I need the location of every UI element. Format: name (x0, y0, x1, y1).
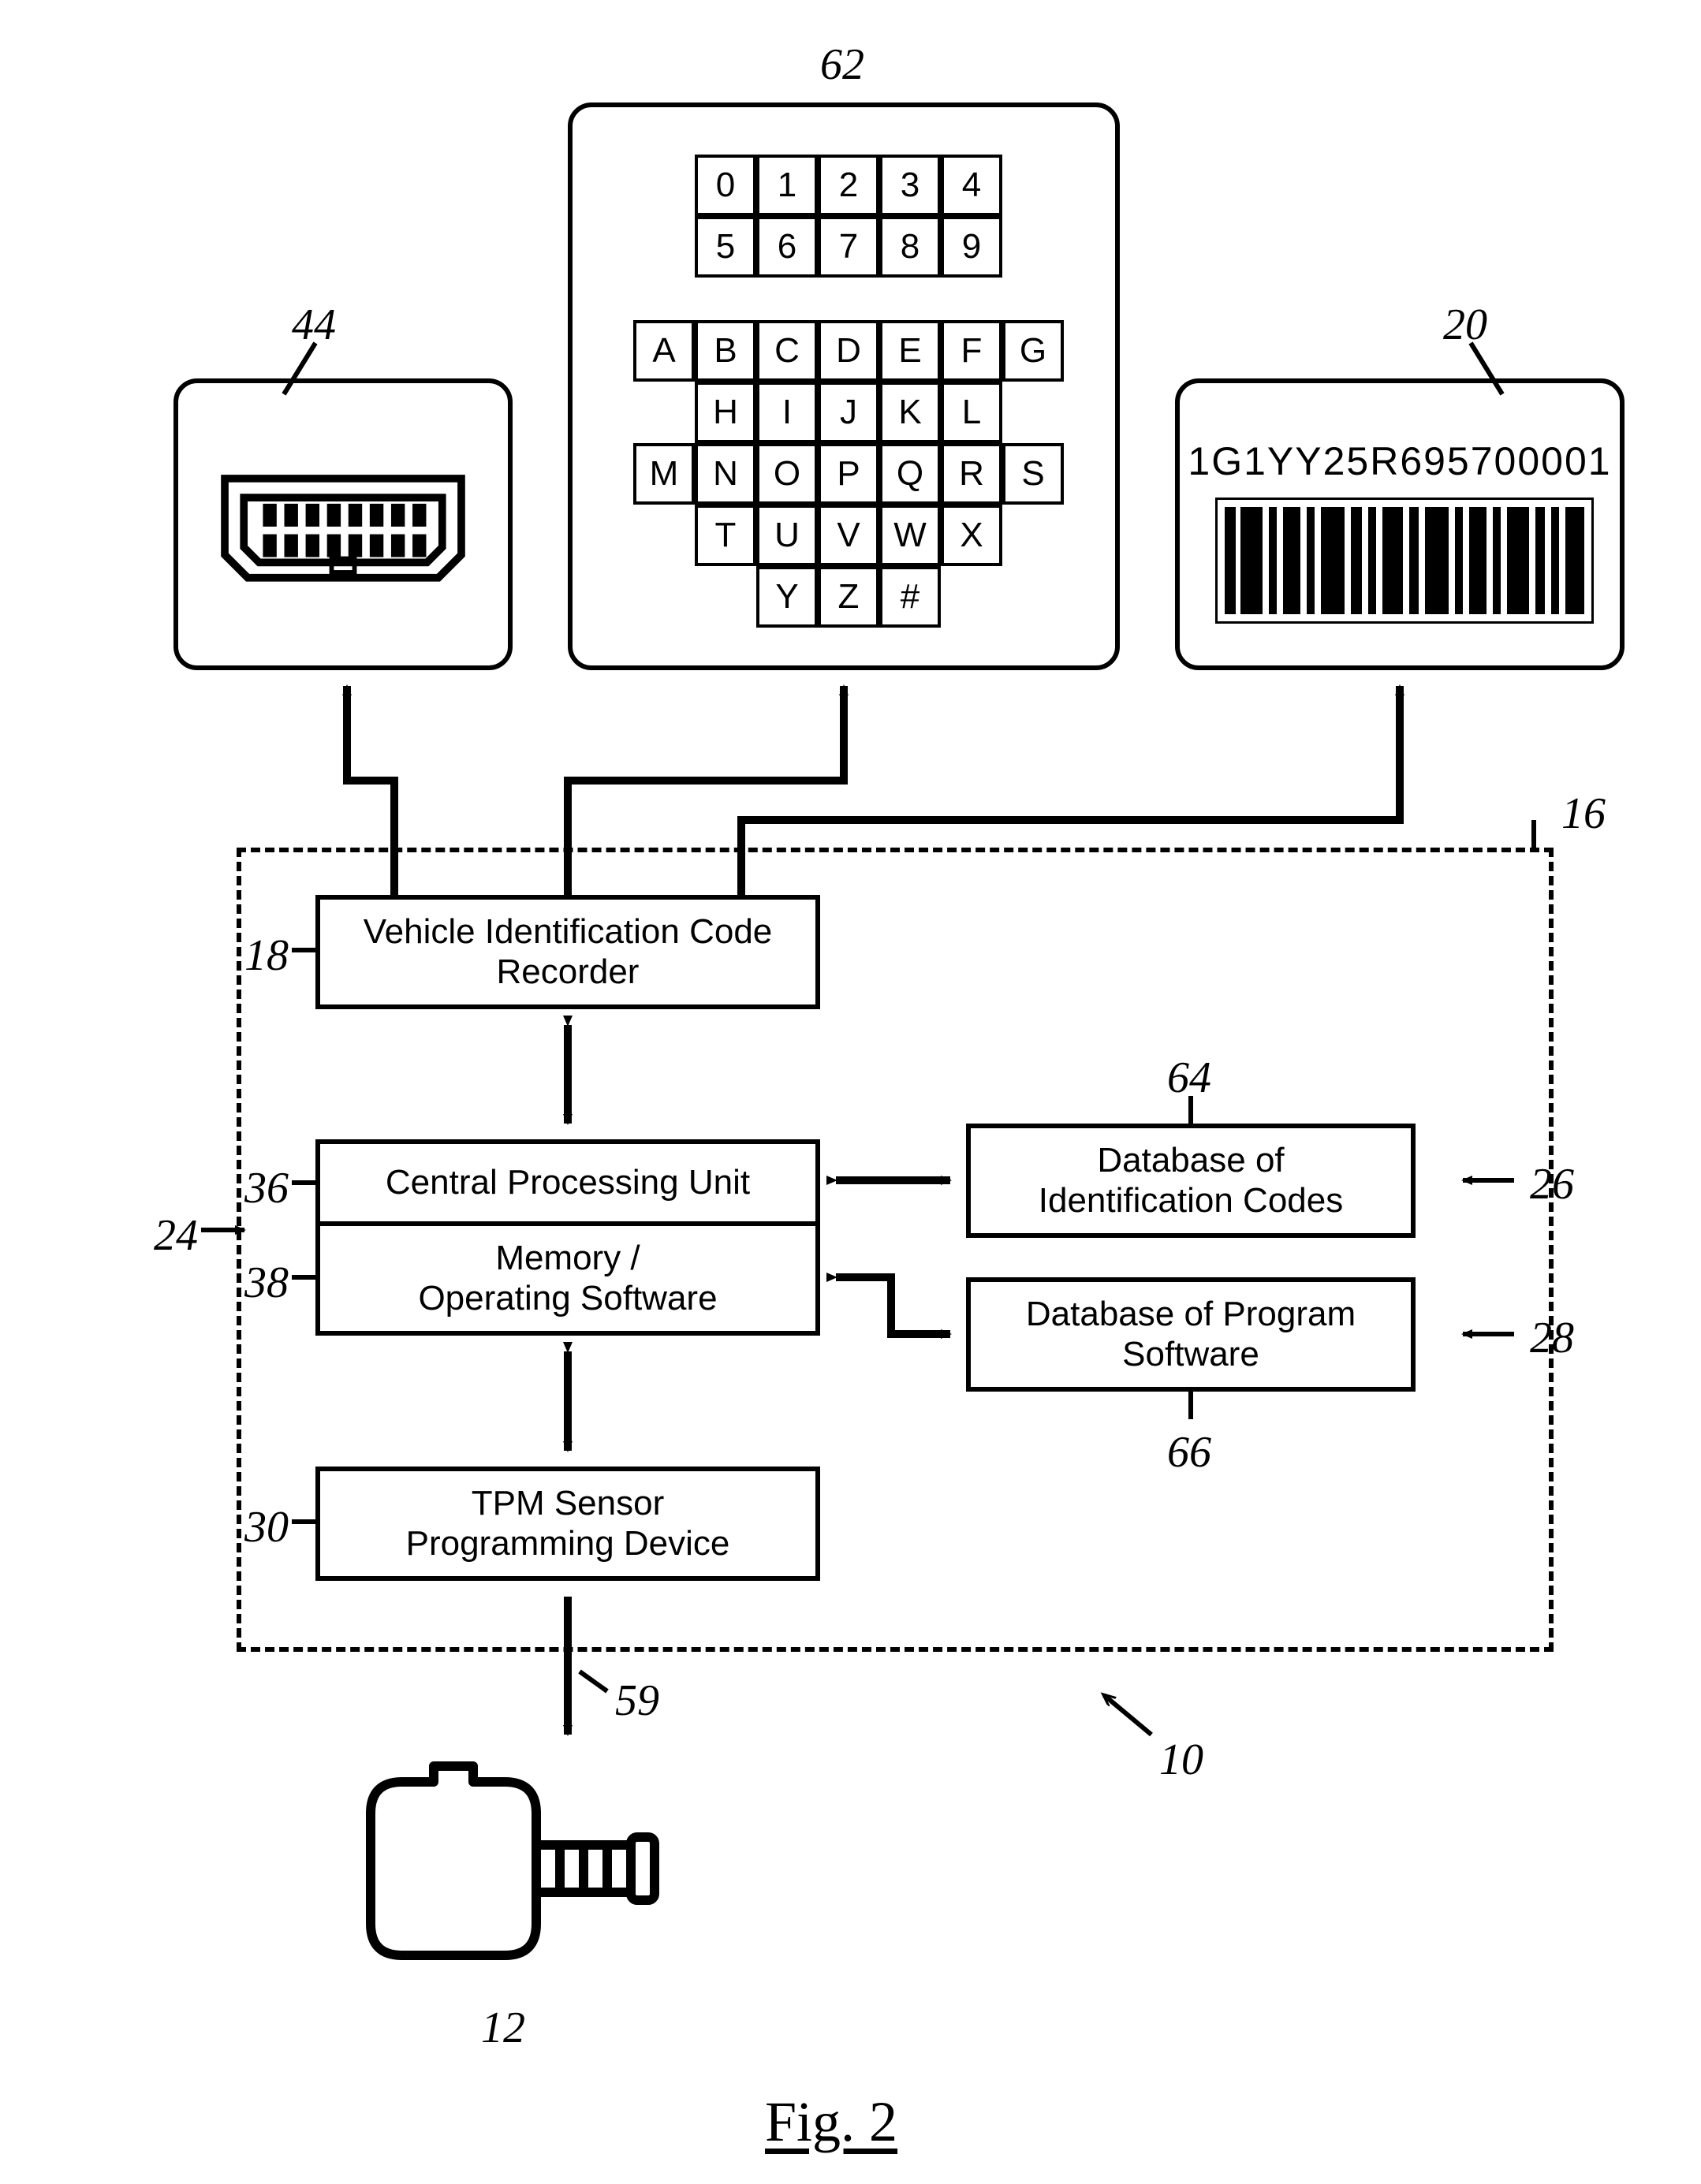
keypad-key-F: F (941, 320, 1002, 382)
keypad-key-2: 2 (818, 155, 879, 216)
figure-label: Fig. 2 (765, 2089, 897, 2155)
keypad-key-S: S (1002, 443, 1064, 505)
diagram-canvas: 0123456789 ABCDEFGHIJKLMNOPQRSTUVWXYZ# 1… (0, 0, 1701, 2184)
keypad-key-K: K (879, 382, 941, 443)
keypad-key-C: C (756, 320, 818, 382)
ref-62: 62 (820, 39, 864, 90)
keypad-digits: 01234 56789 (695, 155, 1002, 278)
keypad-key-T: T (695, 505, 756, 566)
ref-16: 16 (1561, 788, 1606, 839)
obd-connector-box (173, 378, 513, 670)
memory-block: Memory / Operating Software (315, 1221, 820, 1336)
keypad-blank (1002, 505, 1064, 566)
keypad-key-D: D (818, 320, 879, 382)
ref-12: 12 (481, 2003, 525, 2053)
keypad-key-B: B (695, 320, 756, 382)
keypad-blank (695, 566, 756, 628)
obd-connector-icon (178, 383, 508, 665)
tpm-sensor-icon (347, 1758, 686, 1995)
keypad-key-V: V (818, 505, 879, 566)
keypad-key-G: G (1002, 320, 1064, 382)
keypad-key-6: 6 (756, 216, 818, 278)
keypad-key-O: O (756, 443, 818, 505)
cpu-block: Central Processing Unit (315, 1139, 820, 1226)
ref-30: 30 (244, 1502, 289, 1552)
keypad-box: 01234 56789 ABCDEFG HIJKL MNOPQRS TUVWX YZ# (568, 102, 1120, 670)
keypad-key-J: J (818, 382, 879, 443)
keypad-key-I: I (756, 382, 818, 443)
keypad-key-3: 3 (879, 155, 941, 216)
keypad-blank (633, 566, 695, 628)
vic-recorder-block: Vehicle Identification Code Recorder (315, 895, 820, 1009)
db-id-codes-block: Database of Identification Codes (966, 1124, 1416, 1238)
barcode-icon (1215, 498, 1594, 624)
ref-66: 66 (1167, 1427, 1211, 1478)
keypad-key-L: L (941, 382, 1002, 443)
keypad-key-9: 9 (941, 216, 1002, 278)
ref-28: 28 (1530, 1313, 1574, 1363)
ref-36: 36 (244, 1163, 289, 1213)
keypad-key-Y: Y (756, 566, 818, 628)
ref-44: 44 (292, 300, 336, 350)
keypad-key-Q: Q (879, 443, 941, 505)
keypad-key-M: M (633, 443, 695, 505)
ref-24: 24 (154, 1210, 198, 1261)
ref-26: 26 (1530, 1159, 1574, 1209)
ref-10: 10 (1159, 1735, 1203, 1785)
keypad-key-#: # (879, 566, 941, 628)
keypad-key-0: 0 (695, 155, 756, 216)
keypad-blank (1002, 566, 1064, 628)
keypad-key-Z: Z (818, 566, 879, 628)
keypad-key-1: 1 (756, 155, 818, 216)
ref-64: 64 (1167, 1053, 1211, 1103)
ref-59: 59 (615, 1675, 659, 1726)
db-program-software-block: Database of Program Software (966, 1277, 1416, 1392)
vin-text: 1G1YY25R695700001 (1180, 438, 1620, 484)
keypad-key-N: N (695, 443, 756, 505)
keypad-key-W: W (879, 505, 941, 566)
keypad-key-P: P (818, 443, 879, 505)
keypad-key-7: 7 (818, 216, 879, 278)
ref-38: 38 (244, 1258, 289, 1308)
keypad-key-5: 5 (695, 216, 756, 278)
keypad-key-R: R (941, 443, 1002, 505)
keypad-key-8: 8 (879, 216, 941, 278)
ref-20: 20 (1443, 300, 1487, 350)
keypad-blank (633, 505, 695, 566)
vin-barcode-box: 1G1YY25R695700001 (1175, 378, 1625, 670)
keypad-key-E: E (879, 320, 941, 382)
keypad-key-U: U (756, 505, 818, 566)
keypad-blank (633, 382, 695, 443)
ref-18: 18 (244, 930, 289, 981)
keypad-key-H: H (695, 382, 756, 443)
tpm-device-block: TPM Sensor Programming Device (315, 1467, 820, 1581)
keypad-key-X: X (941, 505, 1002, 566)
keypad-blank (1002, 382, 1064, 443)
keypad-blank (941, 566, 1002, 628)
keypad-key-4: 4 (941, 155, 1002, 216)
keypad-key-A: A (633, 320, 695, 382)
keypad-letters: ABCDEFG HIJKL MNOPQRS TUVWX YZ# (633, 320, 1064, 628)
